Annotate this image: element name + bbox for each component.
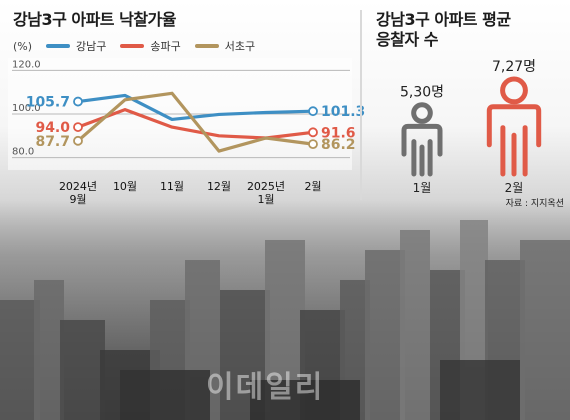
data-point [308,139,318,150]
building [440,360,520,420]
legend-swatch-seocho [194,44,219,48]
bidder-chart-title: 강남3구 아파트 평균 응찰자 수 [376,10,511,49]
data-label-first: 94.0 [35,120,70,136]
y-tick-label: 120.0 [12,59,41,70]
building [400,230,430,420]
bidder-value-label: 7,27명 [492,59,536,75]
person-icon-chart: 5,30명 1월 7,27명 2월 [400,59,542,195]
bidder-category-label: 1월 [413,181,432,195]
legend-label-seocho: 서초구 [224,40,256,53]
person-head [411,102,433,124]
data-point [73,135,83,146]
person-icon-1월 [401,102,443,177]
legend-swatch-gangnam [46,44,71,48]
series-line-송파구 [76,108,315,140]
building [250,380,360,420]
bidder-value-label: 5,30명 [400,85,444,101]
x-tick-label: 12월 [207,180,231,193]
legend-swatch-songpa [120,44,145,48]
data-label-last: 91.6 [321,125,356,141]
building [34,280,64,420]
x-tick-label: 9월 [69,193,86,206]
building [520,240,570,420]
data-label-first: 105.7 [26,95,70,111]
x-tick-label: 10월 [113,180,137,193]
data-point [308,106,318,117]
data-point [73,122,83,132]
legend-item-gangnam: 강남구 [46,38,106,54]
legend-item-songpa: 송파구 [120,38,181,54]
data-label-last: 101.3 [321,104,365,120]
y-tick-label: 80.0 [12,147,34,158]
bidder-category-label: 2월 [505,181,524,195]
x-tick-label: 2024년 [59,180,97,193]
data-label-first: 87.7 [35,134,70,150]
series-line-서초구 [76,91,315,153]
data-label-last: 86.2 [321,137,356,153]
building [60,320,105,420]
legend-label-gangnam: 강남구 [76,40,107,53]
y-tick-label: 100.0 [12,103,41,114]
x-tick-label: 2025년 [247,180,285,193]
data-point [73,96,83,107]
x-tick-label: 1월 [257,193,274,206]
series-line-강남구 [76,93,315,122]
watermark-logo: 이데일리 [206,370,325,405]
legend-label-songpa: 송파구 [150,40,181,53]
data-point [308,127,318,138]
legend-item-seocho: 서초구 [194,38,256,54]
person-head [500,76,528,105]
person-body [401,123,443,177]
line-chart-title: 강남3구 아파트 낙찰가율 [13,10,176,29]
panel-divider [360,10,362,200]
x-tick-label: 2월 [304,180,321,193]
source-note: 자료 : 지지옥션 [505,199,564,209]
x-tick-label: 11월 [160,180,184,193]
person-icon-2월 [486,76,542,177]
y-axis-unit: (%) [13,39,33,53]
building [120,370,210,420]
person-body [486,104,542,177]
line-chart-legend: (%) 강남구 송파구 서초구 [13,38,269,54]
building [365,250,405,420]
city-skyline-photo [0,200,570,420]
building [0,300,40,420]
